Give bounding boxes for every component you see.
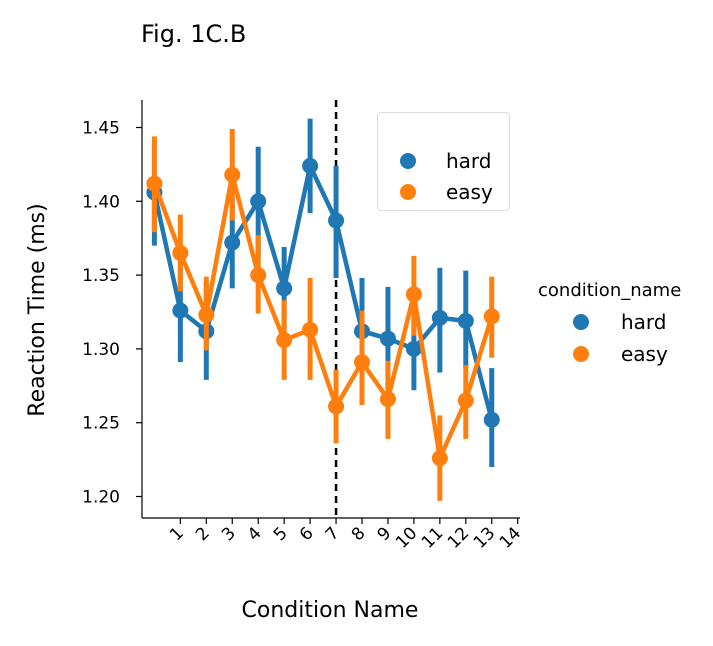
y-tick-label: 1.40	[82, 192, 120, 212]
outer-legend-entry-hard: hard	[573, 310, 667, 334]
data-point-easy	[172, 244, 189, 261]
data-point-easy	[302, 321, 319, 338]
inner-legend: hard easy	[377, 112, 510, 211]
data-point-hard	[172, 302, 189, 319]
data-point-easy	[276, 332, 293, 349]
x-tick-label: 9	[374, 523, 396, 545]
outer-legend-entry-easy: easy	[573, 342, 668, 366]
x-tick-label: 12	[444, 523, 473, 552]
y-axis-label: Reaction Time (ms)	[25, 203, 50, 416]
y-tick-label: 1.35	[82, 266, 120, 286]
data-point-hard	[457, 312, 474, 329]
y-tick-label: 1.25	[82, 414, 120, 434]
x-tick-label: 1	[166, 523, 188, 545]
inner-legend-entry-easy: easy	[400, 180, 493, 204]
data-point-easy	[146, 175, 163, 192]
data-point-easy	[405, 286, 422, 303]
x-tick-label: 10	[392, 523, 421, 552]
data-point-hard	[224, 234, 241, 251]
data-point-hard	[483, 411, 500, 428]
y-tick-label: 1.30	[82, 340, 120, 360]
hard-marker-icon	[400, 153, 416, 169]
data-point-easy	[457, 392, 474, 409]
data-point-hard	[276, 280, 293, 297]
x-tick-label: 8	[348, 523, 370, 545]
outer-legend-title: condition_name	[538, 280, 682, 301]
x-tick-label: 2	[192, 523, 214, 545]
data-point-easy	[250, 267, 267, 284]
data-point-easy	[224, 166, 241, 183]
x-tick-label: 3	[218, 523, 240, 545]
data-point-easy	[431, 450, 448, 467]
inner-legend-entry-hard: hard	[400, 149, 492, 173]
data-point-hard	[250, 193, 267, 210]
hard-marker-icon	[573, 314, 589, 330]
x-tick-label: 11	[418, 523, 447, 552]
series-easy	[146, 128, 500, 501]
series-layer	[146, 118, 500, 501]
data-point-hard	[379, 330, 396, 347]
data-point-easy	[379, 391, 396, 408]
axes-layer	[141, 100, 520, 519]
outer-legend-label-easy: easy	[621, 342, 668, 366]
x-tick-label: 5	[270, 523, 292, 545]
x-tick-label: 4	[244, 523, 266, 545]
x-axis-label: Condition Name	[242, 598, 419, 623]
x-tick-label: 14	[496, 523, 525, 552]
chart-title: Fig. 1C.B	[141, 20, 247, 48]
x-tick-label: 13	[470, 523, 499, 552]
easy-marker-icon	[400, 184, 416, 200]
x-tick-label: 7	[322, 523, 344, 545]
data-point-hard	[405, 340, 422, 357]
data-point-easy	[354, 354, 370, 371]
inner-legend-label-easy: easy	[446, 180, 493, 204]
easy-marker-icon	[573, 346, 589, 362]
data-point-hard	[431, 309, 448, 326]
inner-legend-label-hard: hard	[446, 149, 492, 173]
y-tick-label: 1.45	[82, 119, 120, 139]
data-point-hard	[302, 157, 319, 174]
x-tick-label: 6	[296, 523, 318, 545]
series-line-easy	[152, 172, 494, 461]
y-tick-label: 1.20	[82, 488, 120, 508]
data-point-hard	[328, 212, 345, 229]
data-point-easy	[198, 306, 215, 323]
outer-legend-label-hard: hard	[621, 310, 667, 334]
data-point-easy	[483, 308, 500, 325]
data-point-easy	[328, 398, 345, 415]
